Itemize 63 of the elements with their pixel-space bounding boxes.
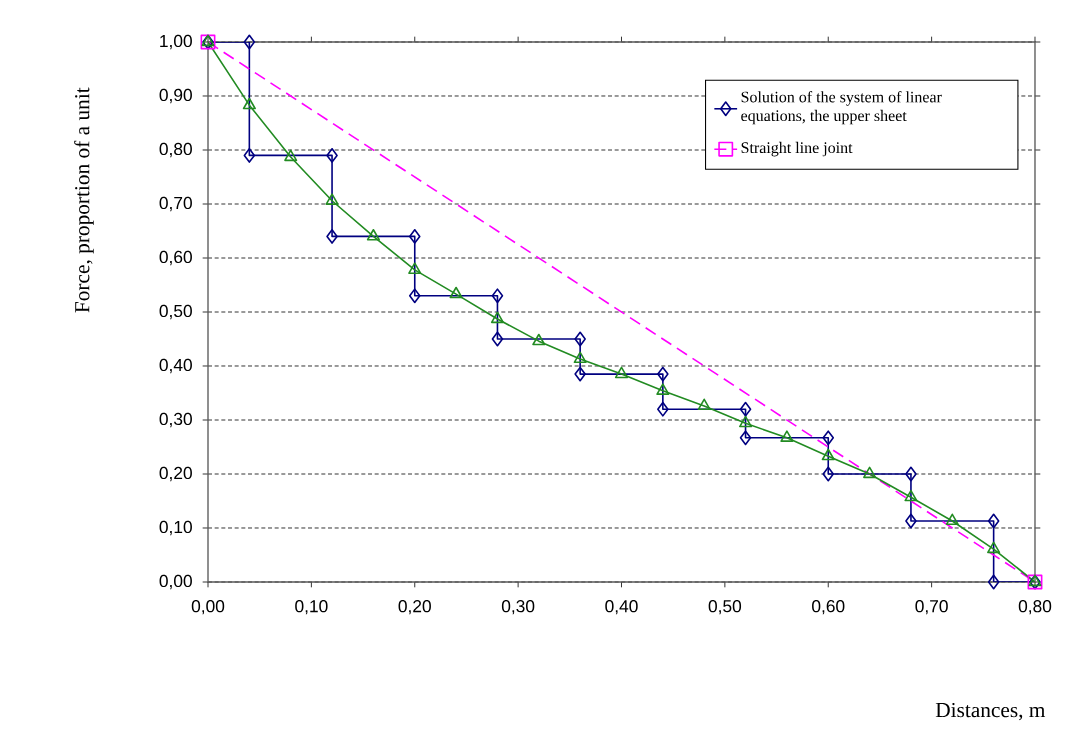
point bbox=[449, 286, 463, 299]
point bbox=[656, 383, 670, 395]
x-axis-title: Distances, m bbox=[935, 702, 1046, 721]
y-tick-label: 0,20 bbox=[159, 466, 192, 482]
point bbox=[242, 97, 256, 110]
point bbox=[905, 466, 917, 482]
point bbox=[821, 448, 835, 461]
point bbox=[243, 34, 256, 50]
point bbox=[780, 430, 794, 442]
point bbox=[284, 149, 298, 162]
point bbox=[614, 366, 629, 379]
x-tick-label: 0,00 bbox=[191, 600, 225, 615]
point bbox=[657, 401, 669, 417]
point bbox=[491, 331, 504, 347]
point bbox=[408, 262, 422, 275]
x-tick-label: 0,60 bbox=[812, 600, 845, 615]
y-tick-label: 0,30 bbox=[159, 412, 192, 428]
point bbox=[532, 333, 546, 346]
x-tick-label: 0,10 bbox=[295, 600, 328, 615]
x-tick-label: 0,20 bbox=[398, 600, 431, 615]
point bbox=[243, 147, 256, 163]
point bbox=[326, 228, 338, 244]
point bbox=[987, 541, 1001, 554]
point bbox=[491, 288, 504, 304]
point bbox=[739, 401, 752, 417]
x-tick-label: 0,80 bbox=[1018, 600, 1052, 615]
legend-label: Solution of the system of linear equations, the upper sheet bbox=[741, 91, 942, 125]
point bbox=[987, 513, 1000, 529]
point bbox=[574, 331, 586, 347]
y-tick-label: 0,50 bbox=[159, 304, 192, 320]
point bbox=[822, 430, 835, 446]
y-tick-label: 0,70 bbox=[159, 196, 192, 212]
point bbox=[987, 574, 1000, 590]
point bbox=[738, 415, 753, 428]
point bbox=[904, 489, 918, 502]
x-tick-label: 0,30 bbox=[501, 600, 535, 615]
point bbox=[657, 366, 669, 382]
y-tick-label: 0,80 bbox=[159, 142, 192, 158]
point bbox=[408, 288, 421, 304]
y-tick-label: 0,90 bbox=[159, 88, 192, 104]
point bbox=[863, 466, 877, 479]
point bbox=[366, 228, 380, 241]
y-tick-label: 0,00 bbox=[159, 574, 192, 590]
point bbox=[697, 398, 711, 411]
y-tick-label: 0,60 bbox=[159, 250, 192, 266]
point bbox=[408, 228, 421, 244]
y-tick-label: 1,00 bbox=[160, 34, 192, 50]
point bbox=[573, 351, 587, 364]
y-axis-title: Force, proportion of a unit bbox=[74, 87, 94, 313]
point bbox=[490, 311, 505, 324]
y-tick-label: 0,40 bbox=[159, 358, 192, 374]
point bbox=[325, 193, 339, 205]
x-tick-label: 0,50 bbox=[708, 600, 742, 615]
point bbox=[822, 466, 835, 482]
point bbox=[739, 430, 752, 446]
x-tick-label: 0,70 bbox=[915, 600, 948, 615]
legend-label: Straight line joint bbox=[741, 141, 853, 157]
point bbox=[905, 513, 917, 529]
y-tick-label: 0,10 bbox=[159, 520, 192, 536]
point bbox=[945, 513, 959, 526]
point bbox=[574, 366, 586, 382]
x-tick-label: 0,40 bbox=[605, 600, 638, 615]
point bbox=[326, 147, 338, 163]
